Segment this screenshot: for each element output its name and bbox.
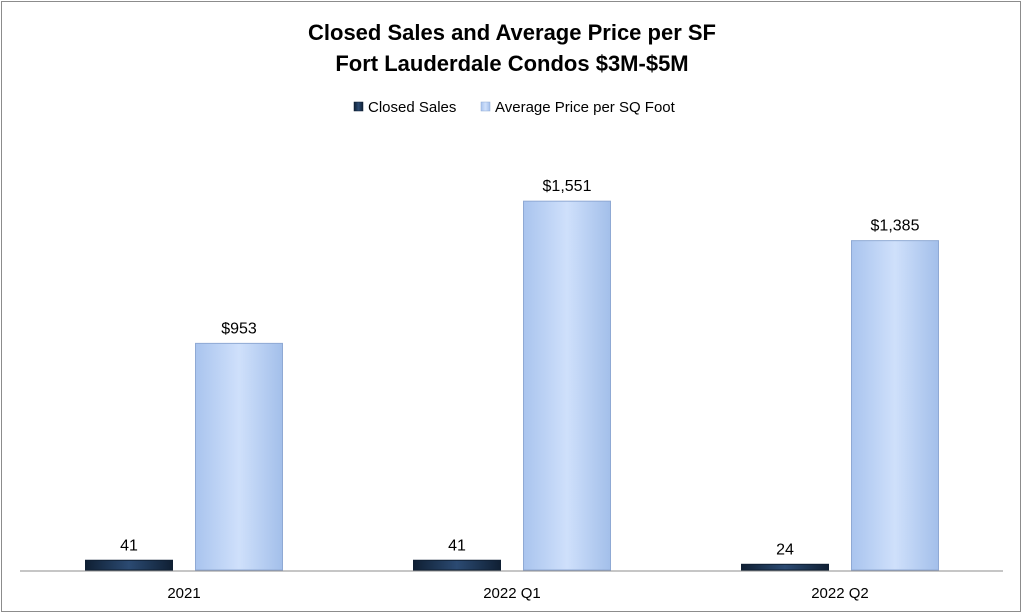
data-label-closed-sales-2022-q2: 24 bbox=[776, 541, 794, 558]
legend-swatch-closed-sales bbox=[353, 101, 364, 112]
data-label-average-price-per-sq-foot-2022-q2: $1,385 bbox=[871, 218, 920, 235]
x-tick-label-2022-q1: 2022 Q1 bbox=[483, 585, 541, 602]
bar-average-price-per-sq-foot-2022-q2 bbox=[851, 240, 939, 571]
bar-closed-sales-2022-q2 bbox=[741, 563, 829, 571]
legend-label-average-price: Average Price per SQ Foot bbox=[495, 99, 676, 116]
bar-group-2021: 41 $953 2021 bbox=[85, 320, 283, 602]
bar-group-2022-q1: 41 $1,551 2022 Q1 bbox=[413, 178, 611, 602]
bar-average-price-per-sq-foot-2022-q1 bbox=[523, 200, 611, 571]
legend-swatch-average-price bbox=[480, 101, 491, 112]
chart-title-line-2: Fort Lauderdale Condos $3M-$5M bbox=[335, 51, 688, 76]
data-label-closed-sales-2021: 41 bbox=[120, 537, 138, 554]
bar-closed-sales-2021 bbox=[85, 559, 173, 571]
legend: Closed Sales Average Price per SQ Foot bbox=[353, 99, 676, 116]
legend-label-closed-sales: Closed Sales bbox=[368, 99, 456, 116]
data-label-average-price-per-sq-foot-2022-q1: $1,551 bbox=[543, 178, 592, 195]
plot-area: 41 $953 2021 41 $1,551 2022 Q1 24 $1,385 2022 Q2 bbox=[85, 178, 939, 602]
bar-closed-sales-2022-q1 bbox=[413, 559, 501, 571]
x-tick-label-2022-q2: 2022 Q2 bbox=[811, 585, 869, 602]
data-label-average-price-per-sq-foot-2021: $953 bbox=[221, 320, 257, 337]
chart-title-line-1: Closed Sales and Average Price per SF bbox=[308, 20, 716, 45]
bar-group-2022-q2: 24 $1,385 2022 Q2 bbox=[741, 218, 939, 602]
bar-average-price-per-sq-foot-2021 bbox=[195, 342, 283, 571]
x-tick-label-2021: 2021 bbox=[167, 585, 200, 602]
data-label-closed-sales-2022-q1: 41 bbox=[448, 537, 466, 554]
